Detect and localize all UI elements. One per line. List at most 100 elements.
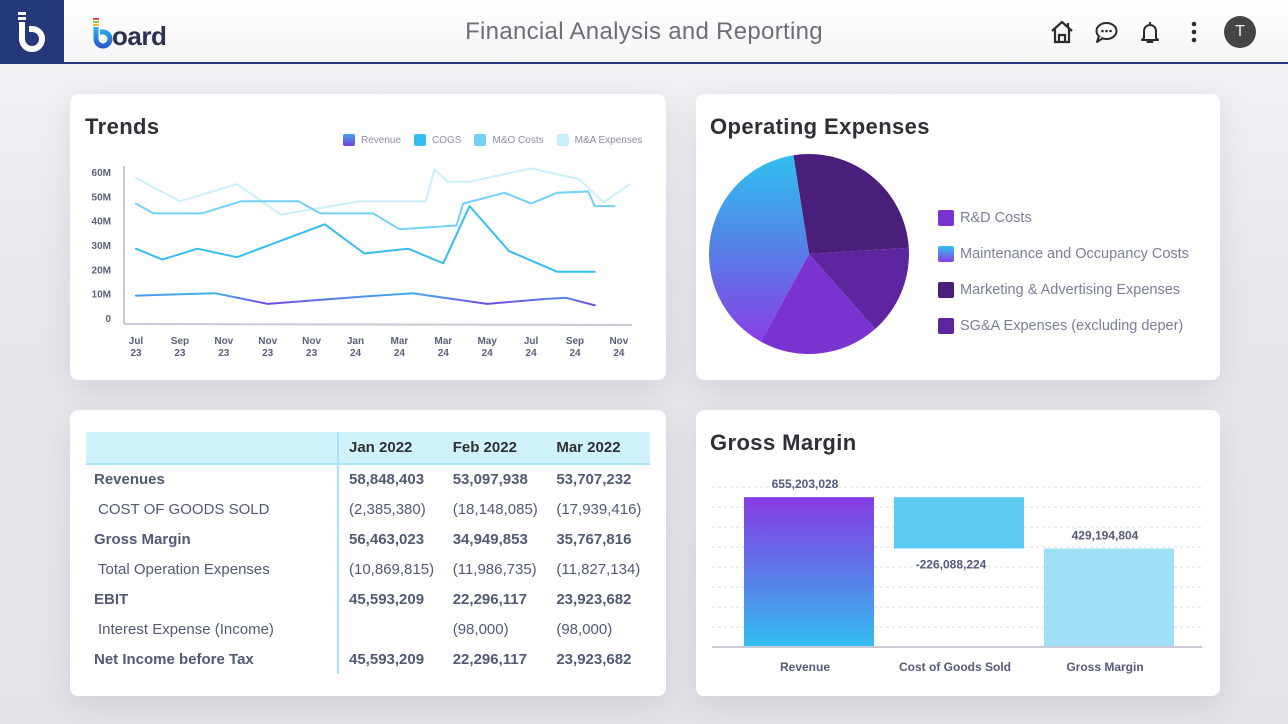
table-cell[interactable]: 22,296,117 [452, 650, 527, 668]
column-header[interactable]: Jan 2022 [338, 432, 443, 465]
x-tick-label: May [477, 336, 497, 347]
x-tick-label: 23 [262, 348, 274, 359]
row-label: Gross Margin [86, 524, 339, 554]
legend-item-marketing-advertising[interactable]: Marketing & Advertising Expenses [938, 272, 1189, 308]
x-tick-label: Sep [566, 336, 584, 347]
legend-item-ma-expenses[interactable]: M&A Expenses [556, 134, 642, 146]
series-line-cogs[interactable] [135, 205, 596, 273]
x-axis-line [123, 323, 633, 326]
bar-cost-of-goods-sold[interactable] [894, 497, 1024, 549]
table-cell[interactable]: (11,827,134) [556, 560, 641, 578]
operating-expenses-card: Operating Expenses R&D Costs Maintenance… [696, 94, 1220, 380]
home-button[interactable] [1048, 18, 1076, 46]
series-line-m-a-expenses[interactable] [135, 167, 631, 216]
column-header[interactable]: Feb 2022 [442, 432, 547, 465]
x-tick-label: 24 [526, 348, 538, 359]
table-cell[interactable]: (10,869,815) [349, 560, 435, 578]
x-tick-label: Mar [434, 336, 452, 347]
app-logo[interactable] [0, 0, 64, 64]
x-tick-label: Jul [129, 336, 144, 347]
column-header[interactable]: Mar 2022 [546, 432, 650, 465]
legend-item-mo-costs[interactable]: M&O Costs [474, 134, 544, 146]
pl-table: Jan 2022 Feb 2022 Mar 2022 Revenues 58,84… [86, 432, 650, 674]
table-cell[interactable]: (2,385,380) [349, 500, 426, 518]
notifications-button[interactable] [1136, 18, 1164, 46]
table-cell[interactable]: (11,986,735) [452, 560, 537, 578]
x-tick-label: Gross Margin [1066, 660, 1143, 674]
row-label: Interest Expense (Income) [86, 614, 339, 644]
x-tick-label: Nov [609, 336, 628, 347]
legend-item-revenue[interactable]: Revenue [343, 134, 401, 146]
pie-slice-r-d-costs[interactable] [760, 254, 876, 355]
pie-slice-maintenance-and-occupancy-costs[interactable] [708, 155, 809, 342]
data-label: -226,088,224 [916, 558, 987, 572]
column-header [86, 432, 339, 465]
table-row: EBIT 45,593,209 22,296,117 23,923,682 [86, 584, 650, 614]
user-avatar[interactable]: T [1224, 16, 1256, 48]
pl-table-card: Jan 2022 Feb 2022 Mar 2022 Revenues 58,84… [70, 410, 666, 696]
x-tick-label: Mar [391, 336, 409, 347]
table-cell[interactable]: 23,923,682 [556, 650, 632, 668]
trends-card: Trends Revenue COGS M&O Costs M&A Expens… [70, 94, 666, 380]
table-cell[interactable]: 53,097,938 [452, 471, 528, 488]
table-cell[interactable]: 53,707,232 [556, 471, 632, 488]
more-vertical-icon [1191, 21, 1197, 43]
table-cell[interactable]: 45,593,209 [349, 590, 425, 608]
opex-legend: R&D Costs Maintenance and Occupancy Cost… [938, 200, 1189, 344]
x-tick-label: Jan [347, 336, 364, 347]
opex-title: Operating Expenses [710, 114, 930, 139]
table-cell[interactable]: 45,593,209 [349, 650, 425, 668]
table-cell[interactable]: 35,767,816 [556, 530, 632, 548]
table-cell[interactable]: (98,000) [452, 620, 509, 638]
series-line-revenue[interactable] [135, 292, 596, 307]
bell-icon [1141, 22, 1159, 43]
table-cell[interactable]: (17,939,416) [556, 500, 642, 518]
chat-button[interactable] [1092, 18, 1120, 46]
table-cell[interactable]: (18,148,085) [452, 500, 538, 518]
table-cell[interactable]: 22,296,117 [452, 590, 527, 608]
legend-item-sga-expenses[interactable]: SG&A Expenses (excluding deper) [938, 308, 1189, 344]
series-line-m-o-costs[interactable] [135, 190, 616, 231]
y-tick-label: 20M [92, 265, 111, 276]
legend-swatch [343, 134, 355, 146]
row-label: Net Income before Tax [86, 644, 339, 674]
table-cell[interactable]: 23,923,682 [556, 590, 632, 608]
legend-label: Marketing & Advertising Expenses [960, 282, 1181, 298]
table-row: Net Income before Tax 45,593,209 22,296,11… [86, 644, 650, 674]
x-tick-label: Nov [214, 336, 233, 347]
x-tick-label: 24 [613, 348, 625, 359]
y-tick-label: 10M [92, 290, 111, 301]
gross-margin-waterfall-chart: 655,203,028 -226,088,224 429,194,804 Revenu… [712, 477, 1202, 674]
bar-revenue[interactable] [744, 497, 874, 646]
legend-swatch [556, 134, 569, 146]
gross-margin-title: Gross Margin [710, 430, 857, 455]
legend-item-cogs[interactable]: COGS [414, 134, 461, 146]
table-cell[interactable] [338, 614, 443, 644]
row-label: Total Operation Expenses [86, 554, 339, 584]
table-cell[interactable]: 34,949,853 [452, 530, 528, 548]
x-tick-label: 24 [394, 348, 406, 359]
x-tick-label: Sep [171, 336, 189, 347]
table-cell[interactable]: 56,463,023 [349, 530, 425, 548]
legend-swatch [938, 210, 954, 226]
pie-slice-sg-a-expenses-excluding-deper[interactable] [809, 247, 909, 330]
more-options-button[interactable] [1180, 18, 1208, 46]
gross-margin-card: Gross Margin 655,203,028 -226,088,224 429,… [696, 410, 1220, 696]
table-row: Revenues 58,848,403 53,097,938 53,707,232 [86, 464, 650, 494]
data-label: 655,203,028 [772, 477, 839, 491]
legend-item-maintenance-occupancy[interactable]: Maintenance and Occupancy Costs [938, 236, 1189, 272]
table-cell[interactable]: 58,848,403 [349, 471, 425, 488]
x-tick-label: 23 [174, 348, 186, 359]
legend-item-rd-costs[interactable]: R&D Costs [938, 200, 1189, 236]
x-tick-label: 23 [130, 348, 142, 359]
home-icon [1051, 20, 1073, 44]
bar-gross-margin[interactable] [1044, 548, 1174, 646]
pie-slice-marketing-advertising-expenses[interactable] [793, 153, 909, 254]
table-cell[interactable]: (98,000) [556, 620, 613, 638]
row-label: COST OF GOODS SOLD [86, 494, 339, 524]
x-tick-label: 23 [306, 348, 318, 359]
legend-label: SG&A Expenses (excluding deper) [960, 318, 1184, 334]
table-row: Total Operation Expenses (10,869,815) (11,… [86, 554, 650, 584]
legend-label: M&O Costs [492, 134, 544, 146]
y-tick-label: 30M [92, 241, 111, 252]
